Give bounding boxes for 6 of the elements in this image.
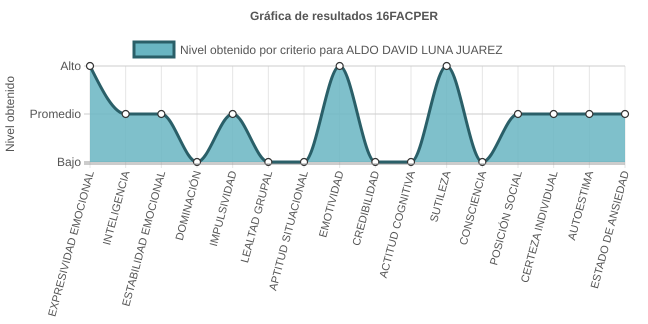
- y-axis-title: Nivel obtenido: [3, 76, 17, 152]
- ref-line-label: Bajo: [56, 155, 82, 169]
- ref-line-label: Promedio: [30, 107, 82, 121]
- legend-label: Nivel obtenido por criterio para ALDO DAVID LUNA JUAREZ: [180, 43, 503, 57]
- ref-line-label: Alto: [60, 59, 82, 73]
- chart-title: Gráfica de resultados 16FACPER: [250, 9, 438, 23]
